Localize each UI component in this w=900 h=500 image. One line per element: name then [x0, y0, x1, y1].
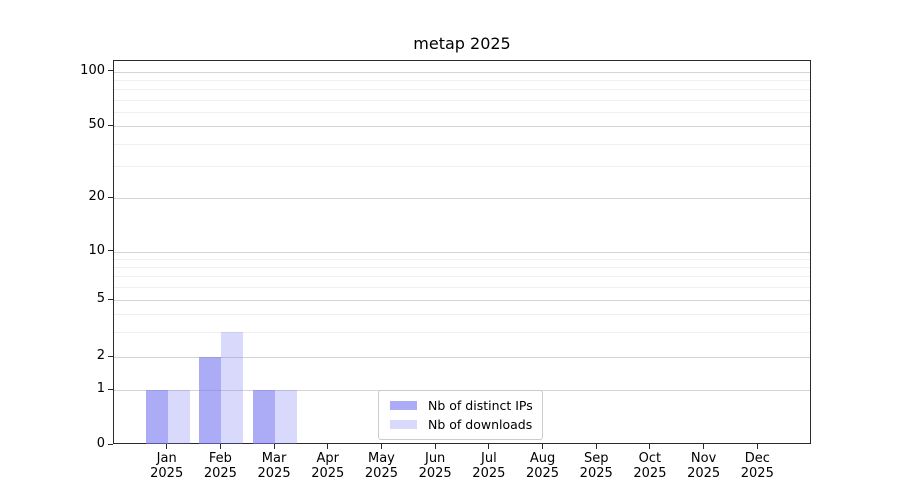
x-tick-mark	[166, 444, 168, 449]
minor-gridline	[114, 143, 810, 145]
minor-gridline	[114, 258, 810, 260]
minor-gridline	[114, 331, 810, 333]
x-tick-label: Jul 2025	[472, 451, 506, 481]
x-tick-label: Mar 2025	[257, 451, 291, 481]
x-tick-label: Jun 2025	[418, 451, 452, 481]
bar-nb-of-downloads-feb-2025	[221, 331, 244, 444]
x-tick-label: Oct 2025	[633, 451, 667, 481]
y-tick-label: 0	[96, 436, 105, 451]
x-tick-label: Feb 2025	[203, 451, 237, 481]
major-gridline	[114, 198, 810, 199]
y-tick-label: 10	[88, 242, 105, 258]
x-tick-mark	[434, 444, 436, 449]
x-tick-mark	[488, 444, 490, 449]
plot-area	[113, 60, 811, 444]
minor-gridline	[114, 111, 810, 113]
legend-entry-distinct-ips: Nb of distinct IPs	[388, 397, 533, 414]
x-tick-mark	[649, 444, 651, 449]
x-tick-label: Apr 2025	[311, 451, 345, 481]
bar-nb-of-downloads-jan-2025	[167, 390, 190, 444]
minor-gridline	[114, 267, 810, 269]
y-tick-mark	[108, 388, 113, 390]
major-gridline	[114, 126, 810, 127]
y-tick-mark	[108, 298, 113, 300]
y-tick-label: 2	[96, 348, 105, 363]
bar-nb-of-distinct-ips-feb-2025	[199, 357, 222, 444]
y-tick-label: 1	[96, 381, 105, 396]
minor-gridline	[114, 313, 810, 315]
x-tick-mark	[595, 444, 597, 449]
major-gridline	[114, 251, 810, 253]
y-tick-label: 50	[88, 117, 105, 132]
minor-gridline	[114, 89, 810, 91]
chart-title: metap 2025	[413, 34, 511, 53]
minor-gridline	[114, 287, 810, 289]
major-gridline	[114, 357, 810, 358]
x-tick-mark	[380, 444, 382, 449]
x-tick-label: Sep 2025	[579, 451, 613, 481]
x-tick-mark	[273, 444, 275, 449]
major-gridline	[114, 71, 810, 73]
y-tick-mark	[108, 70, 113, 71]
y-tick-mark	[108, 124, 113, 126]
x-tick-label: Nov 2025	[687, 451, 721, 481]
legend-label-distinct-ips: Nb of distinct IPs	[428, 398, 533, 413]
x-tick-mark	[327, 444, 329, 449]
y-tick-label: 5	[96, 291, 105, 306]
bar-nb-of-distinct-ips-mar-2025	[253, 390, 276, 444]
bar-nb-of-distinct-ips-jan-2025	[145, 390, 168, 444]
y-tick-mark	[108, 443, 113, 445]
x-tick-label: May 2025	[364, 451, 398, 481]
x-tick-mark	[542, 444, 544, 449]
minor-gridline	[114, 79, 810, 81]
legend-entry-downloads: Nb of downloads	[388, 416, 533, 433]
x-tick-label: Aug 2025	[525, 451, 560, 481]
x-tick-label: Jan 2025	[150, 451, 184, 481]
y-tick-label: 20	[88, 189, 105, 204]
major-gridline	[114, 300, 810, 301]
y-tick-mark	[108, 250, 113, 251]
minor-gridline	[114, 166, 810, 168]
legend-swatch-distinct-ips-icon	[390, 401, 417, 410]
minor-gridline	[114, 276, 810, 278]
y-tick-mark	[108, 196, 113, 198]
legend-swatch-downloads-icon	[390, 420, 417, 429]
x-tick-mark	[756, 444, 758, 449]
legend-label-downloads: Nb of downloads	[428, 417, 533, 432]
legend: Nb of distinct IPs Nb of downloads	[378, 390, 543, 440]
minor-gridline	[114, 99, 810, 101]
x-tick-mark	[219, 444, 221, 449]
y-tick-mark	[108, 355, 113, 357]
y-tick-label: 100	[80, 62, 105, 78]
x-tick-label: Dec 2025	[740, 451, 774, 481]
bar-nb-of-downloads-mar-2025	[275, 390, 298, 444]
x-tick-mark	[703, 444, 705, 449]
